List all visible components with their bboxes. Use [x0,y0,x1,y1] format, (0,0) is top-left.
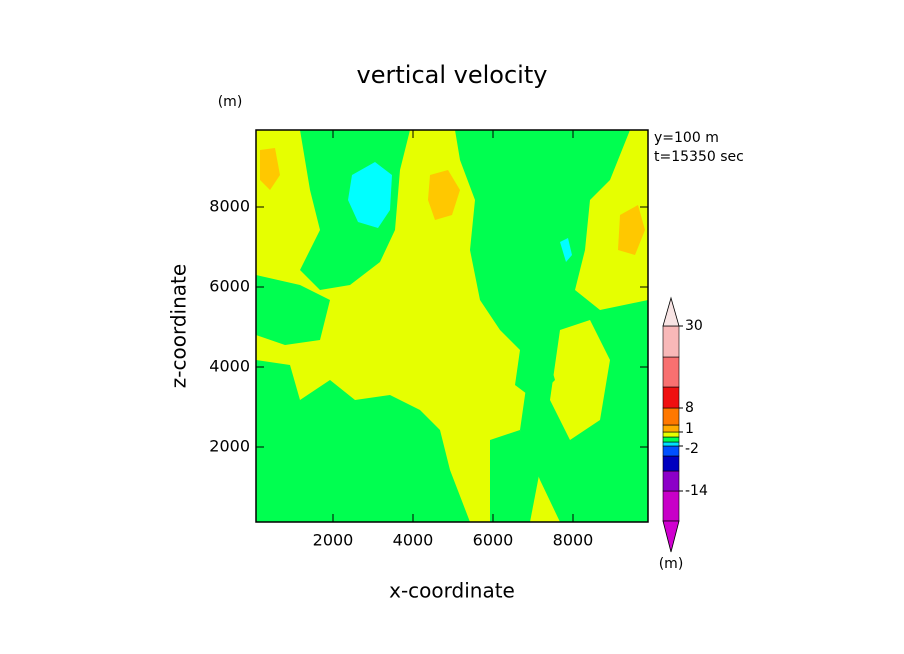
contour-region [490,430,540,522]
x-tick-label: 8000 [553,531,594,550]
contour-region [260,148,280,190]
contour-region [550,320,610,440]
contour-region [256,380,470,522]
x-tick-label: 2000 [313,531,354,550]
colorbar-box [662,356,680,388]
x-tick-label: 4000 [393,531,434,550]
y-tick-label: 8000 [209,197,250,216]
y-axis-label: z-coordinate [167,264,191,388]
colorbar-tick-label: 30 [685,318,703,334]
y-tick-label: 6000 [209,277,250,296]
x-axis-label: x-coordinate [389,579,515,603]
plot-frame [255,129,649,523]
colorbar-box [662,325,680,358]
colorbar-box [662,470,680,492]
colorbar-box [662,445,680,457]
colorbar-box [662,386,680,409]
colorbar-tick-label: 1 [685,421,694,437]
colorbar-tick-label: -2 [685,441,699,457]
annotation: t=15350 sec [654,149,744,165]
colorbar-box [662,407,680,426]
colorbar-extend [662,520,680,553]
annotation: y=100 m [654,130,719,146]
contour-region [428,170,460,220]
colorbar-box [662,490,680,522]
colorbar-unit: (m) [659,556,684,572]
colorbar-tick-label: -14 [685,483,708,499]
contour-region [256,360,300,420]
colorbar-box [662,424,680,433]
x-tick-label: 6000 [473,531,514,550]
contour-region [256,275,330,345]
colorbar-box [662,441,680,447]
colorbar-box [662,436,680,443]
colorbar-box [662,431,680,438]
y-tick-label: 4000 [209,357,250,376]
contour-field [256,130,648,522]
contour-region [618,205,645,255]
contour-region [348,162,392,228]
colorbar-tick-label: 8 [685,400,694,416]
colorbar-extend [662,296,680,327]
contour-region [515,345,555,400]
colorbar-box [662,455,680,472]
contour-region [455,130,648,522]
contour-region [560,238,572,262]
chart-title: vertical velocity [357,61,548,89]
y-unit: (m) [218,94,243,110]
y-tick-label: 2000 [209,437,250,456]
